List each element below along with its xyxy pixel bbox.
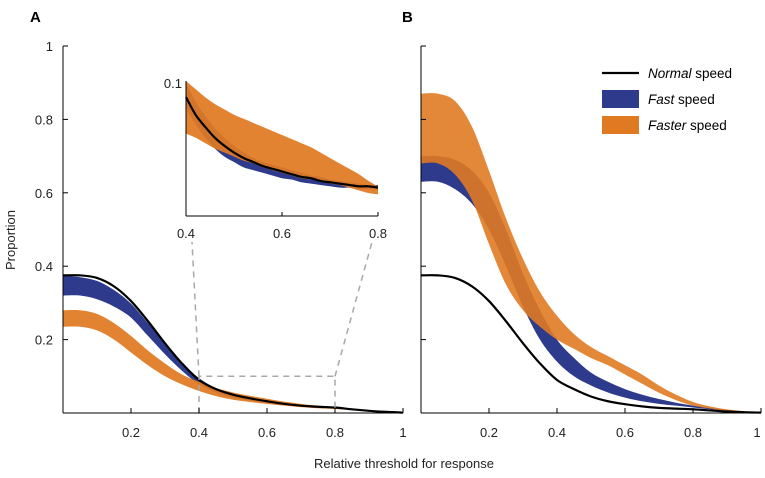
panel-b-x-tick-label: 1 (753, 425, 760, 440)
panel-a-x-tick-label: 0.8 (326, 425, 344, 440)
panel-b-faster-speed-band (421, 93, 761, 413)
panel-a-axes (62, 46, 403, 414)
legend-fast-speed-label: Fast speed (648, 92, 715, 107)
panel-a-series (62, 274, 404, 414)
panel-b-letter: B (402, 9, 413, 26)
inset-y-ticks: 0.1 (164, 76, 182, 91)
panel-a-x-ticks: 0.2 0.4 0.6 0.8 1 (122, 408, 407, 440)
inset-x-tick-label: 0.4 (177, 226, 195, 241)
inset-faster-speed-band (186, 81, 378, 195)
panel-a-y-tick-label: 0.6 (35, 186, 53, 201)
zoom-connector-right (334, 241, 373, 377)
zoom-connector-left (191, 241, 200, 377)
panel-a-faster-speed-band (63, 309, 403, 413)
panel-a-y-tick-label: 0.2 (35, 333, 53, 348)
panel-a-x-tick-label: 0.6 (258, 425, 276, 440)
legend: Normal speed Fast speed Faster speed (602, 66, 732, 134)
zoom-region-box (198, 375, 336, 413)
panel-a-x-tick-label: 0.2 (122, 425, 140, 440)
panel-a-zoom-connector (191, 241, 373, 413)
panel-b-x-tick-label: 0.4 (548, 425, 566, 440)
panel-b-x-tick-label: 0.2 (480, 425, 498, 440)
inset-normal-speed-line (185, 96, 379, 189)
legend-fast-speed-swatch (602, 90, 639, 108)
panel-a-x-tick-label: 1 (399, 425, 406, 440)
inset-series (185, 81, 379, 195)
panel-b-x-tick-label: 0.6 (616, 425, 634, 440)
panel-a: 0.2 0.4 0.6 0.8 1 0.2 0.4 0.6 0.8 1 (35, 39, 407, 440)
panel-b: 0.2 0.4 0.6 0.8 1 (420, 45, 762, 440)
panel-a-y-ticks: 0.2 0.4 0.6 0.8 1 (35, 39, 68, 348)
y-axis-title: Proportion (3, 210, 18, 270)
panel-a-normal-speed-line (62, 274, 404, 414)
legend-faster-speed-label: Faster speed (648, 118, 727, 133)
panel-b-axes (420, 46, 761, 414)
panel-b-y-ticks (421, 45, 426, 341)
x-axis-title: Relative threshold for response (314, 456, 494, 471)
panel-a-y-tick-label: 0.8 (35, 112, 53, 127)
panel-b-normal-speed-line (420, 274, 762, 414)
legend-faster-speed-swatch (602, 116, 639, 134)
panel-b-series (420, 93, 762, 414)
panel-a-fast-speed-band (63, 275, 403, 413)
inset-x-tick-label: 0.8 (369, 226, 387, 241)
panel-b-x-ticks: 0.2 0.4 0.6 0.8 1 (480, 408, 762, 440)
inset-x-tick-label: 0.6 (273, 226, 291, 241)
panel-b-fast-speed-band (421, 155, 761, 413)
panel-a-y-tick-label: 0.4 (35, 259, 53, 274)
legend-normal-speed-label: Normal speed (648, 66, 732, 81)
panel-a-y-tick-label: 1 (46, 39, 53, 54)
panel-b-x-tick-label: 0.8 (684, 425, 702, 440)
panel-a-x-tick-label: 0.4 (190, 425, 208, 440)
inset-y-tick-label: 0.1 (164, 76, 182, 91)
inset-plot: 0.4 0.6 0.8 0.1 (164, 76, 387, 241)
panel-a-letter: A (30, 9, 41, 26)
inset-x-ticks: 0.4 0.6 0.8 (177, 212, 387, 241)
